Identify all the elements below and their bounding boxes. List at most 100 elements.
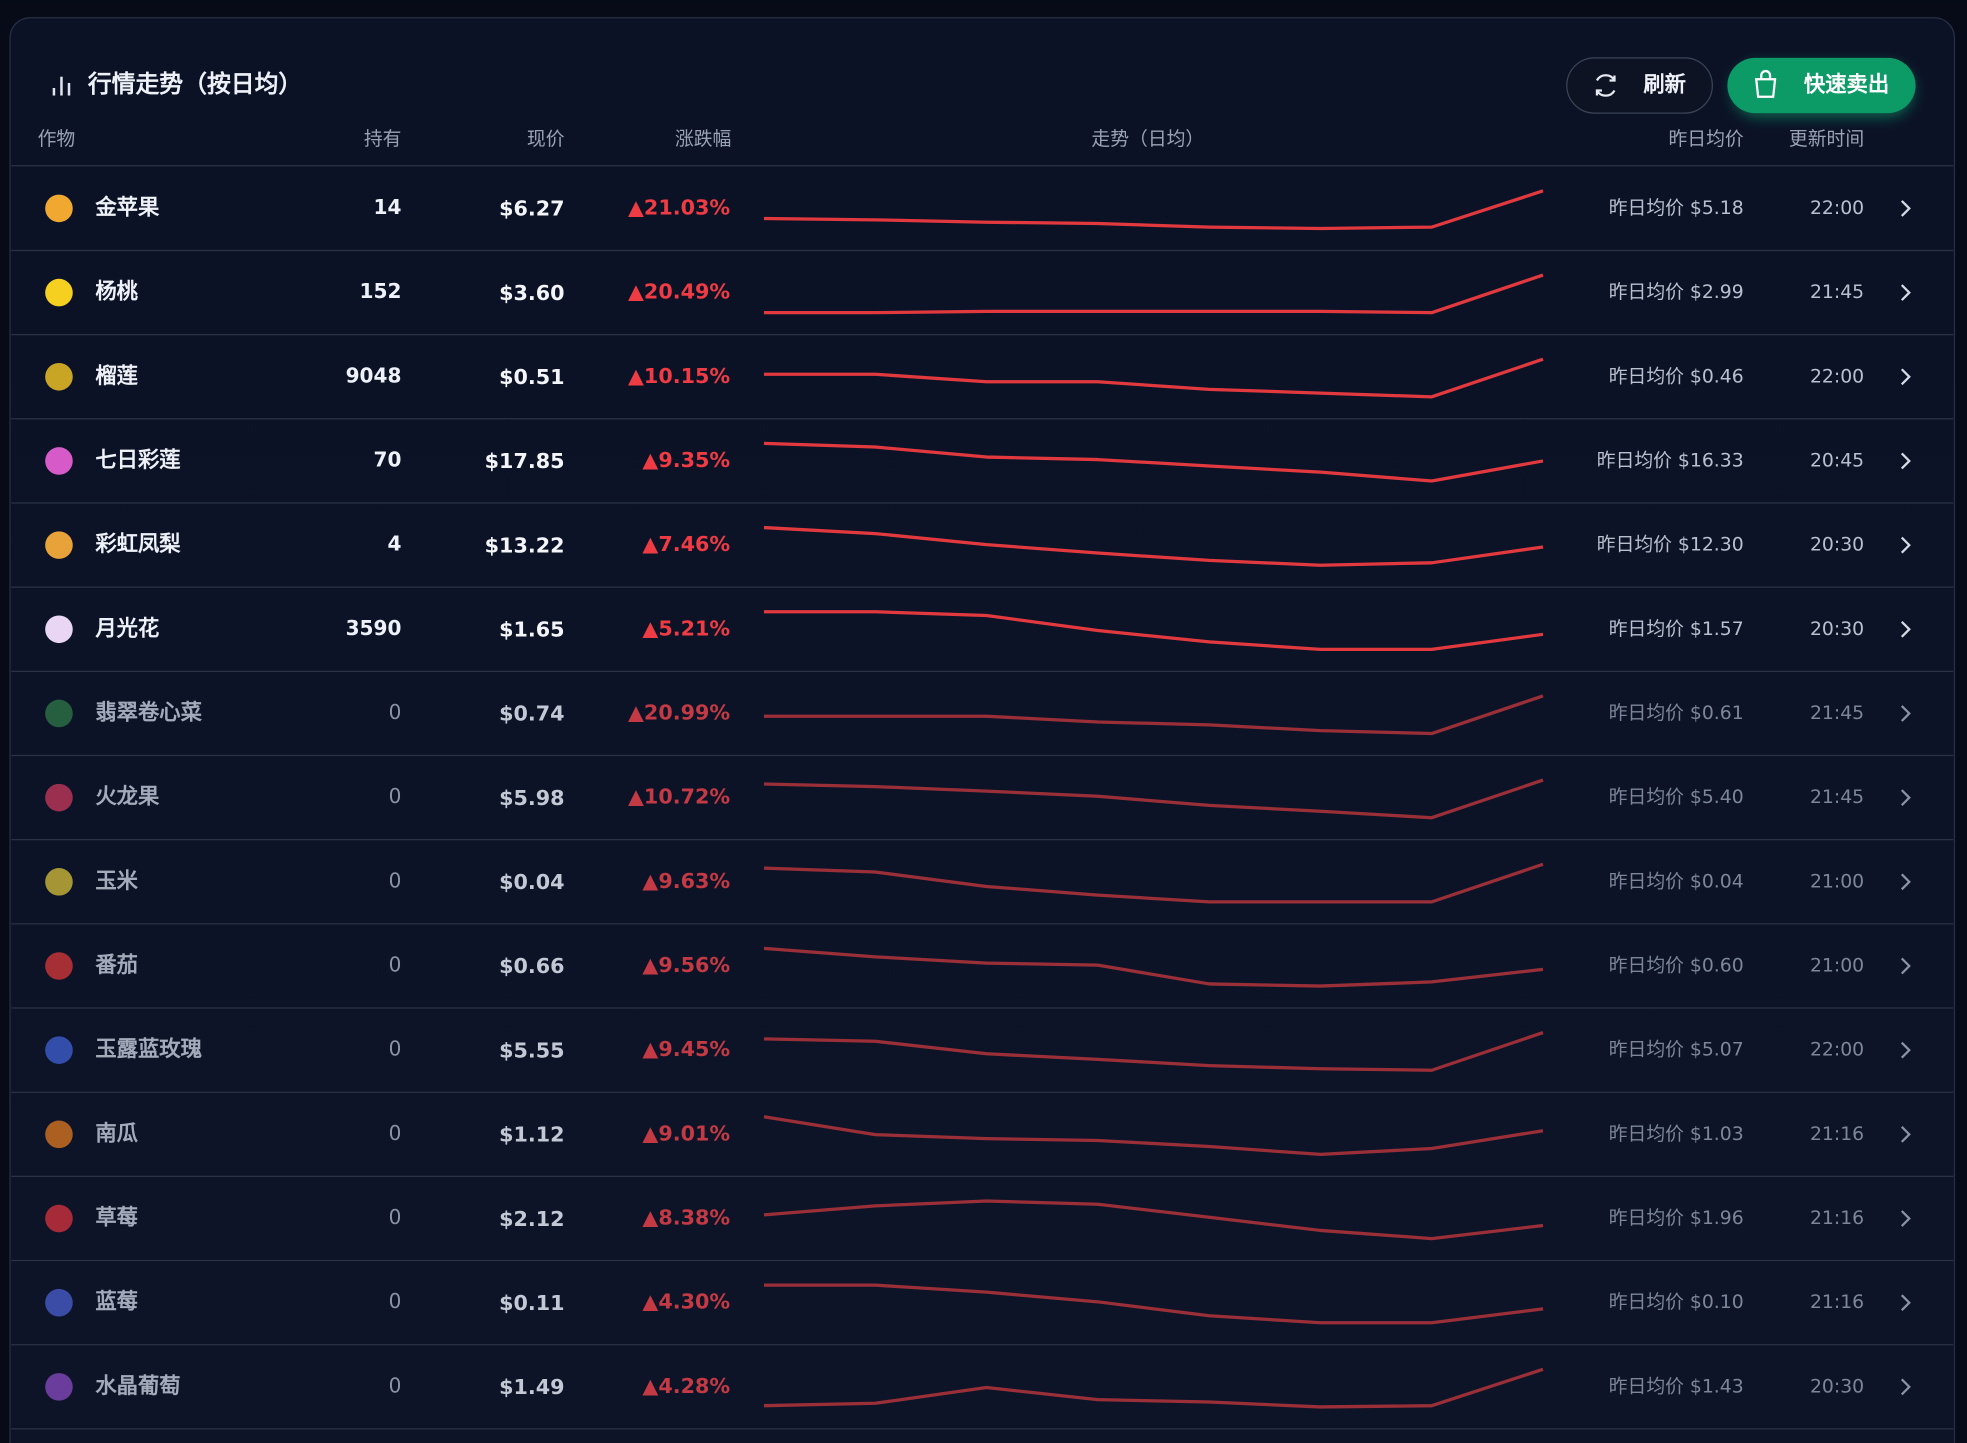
table-row[interactable]: 彩虹凤梨 4 $13.22 ▲7.46% 昨日均价 $12.30 20:30	[11, 504, 1954, 588]
holding: 152	[360, 279, 402, 303]
row-chevron[interactable]	[1900, 705, 1911, 722]
price: $3.60	[499, 281, 564, 305]
change: ▲21.03%	[628, 195, 730, 219]
trend-line	[763, 610, 1544, 651]
table-row[interactable]: 南瓜 0 $1.12 ▲9.01% 昨日均价 $1.03 21:16	[11, 1093, 1954, 1177]
trend-line	[763, 778, 1544, 820]
holding: 0	[389, 1205, 402, 1229]
table-row[interactable]: 番茄 0 $0.66 ▲9.56% 昨日均价 $0.60 21:00	[11, 925, 1954, 1009]
trend-line	[763, 862, 1544, 904]
trend-line	[763, 1031, 1544, 1072]
row-chevron[interactable]	[1900, 1378, 1911, 1396]
crop-name: 月光花	[94, 615, 159, 641]
table-row[interactable]: 玉米 0 $0.04 ▲9.63% 昨日均价 $0.04 21:00	[11, 840, 1954, 925]
crop-icon	[45, 1036, 73, 1064]
holding: 4	[387, 532, 401, 556]
change: ▲10.15%	[628, 364, 730, 388]
holding: 0	[389, 952, 402, 976]
row-chevron[interactable]	[1900, 1294, 1911, 1312]
holding: 0	[389, 1289, 402, 1313]
change: ▲4.30%	[642, 1290, 730, 1314]
update-time: 21:45	[1810, 282, 1864, 303]
table-row[interactable]: 玉露蓝玫瑰 0 $5.55 ▲9.45% 昨日均价 $5.07 22:00	[11, 1009, 1954, 1093]
update-time: 21:16	[1810, 1124, 1864, 1145]
crop-name: 玉露蓝玫瑰	[95, 1036, 202, 1062]
price: $5.55	[499, 1038, 564, 1062]
row-chevron[interactable]	[1900, 620, 1911, 638]
price: $0.11	[499, 1291, 564, 1315]
row-chevron[interactable]	[1900, 1126, 1911, 1143]
row-chevron[interactable]	[1900, 1210, 1911, 1227]
change: ▲20.99%	[628, 700, 730, 724]
sell-label[interactable]: 快速卖出	[1804, 72, 1889, 97]
yesterday-avg: 昨日均价 $0.61	[1609, 702, 1744, 724]
refresh-label[interactable]: 刷新	[1643, 71, 1686, 97]
crop-name: 南瓜	[95, 1121, 138, 1146]
update-time: 22:00	[1810, 1040, 1864, 1061]
yesterday-avg: 昨日均价 $5.40	[1609, 786, 1744, 808]
crop-name: 玉米	[95, 869, 138, 894]
price: $17.85	[485, 449, 565, 473]
table-row[interactable]: 榴莲 9048 $0.51 ▲10.15% 昨日均价 $0.46 22:00	[11, 335, 1954, 420]
row-chevron[interactable]	[1900, 536, 1911, 554]
row-chevron[interactable]	[1900, 284, 1911, 301]
row-chevron[interactable]	[1900, 1041, 1911, 1059]
row-chevron[interactable]	[1900, 873, 1911, 891]
trend-line	[763, 189, 1544, 231]
trend-line	[763, 694, 1544, 736]
table-row[interactable]: 杨桃 152 $3.60 ▲20.49% 昨日均价 $2.99 21:45	[11, 251, 1954, 336]
update-time: 20:30	[1810, 1376, 1864, 1397]
row-chevron[interactable]	[1900, 957, 1911, 975]
crop-icon	[45, 952, 73, 980]
change: ▲9.01%	[642, 1121, 730, 1145]
crop-name: 榴莲	[95, 364, 138, 389]
change: ▲9.35%	[642, 448, 730, 472]
crop-name: 水晶葡萄	[95, 1374, 180, 1399]
yesterday-avg: 昨日均价 $0.04	[1609, 870, 1744, 892]
crop-icon	[45, 615, 73, 644]
column-header: 涨跌幅	[675, 128, 731, 150]
update-time: 22:00	[1810, 366, 1864, 387]
price: $1.49	[499, 1375, 564, 1399]
price: $0.66	[499, 954, 564, 978]
yesterday-avg: 昨日均价 $16.33	[1597, 449, 1744, 471]
row-chevron[interactable]	[1900, 789, 1911, 806]
crop-icon	[45, 278, 73, 307]
crop-name: 翡翠卷心菜	[95, 699, 202, 725]
crop-icon	[45, 362, 73, 391]
crop-icon	[45, 1120, 73, 1149]
trend-line	[763, 273, 1544, 315]
row-chevron[interactable]	[1900, 368, 1911, 386]
holding: 3590	[346, 616, 402, 640]
change: ▲5.21%	[642, 616, 730, 640]
table-row[interactable]: 草莓 0 $2.12 ▲8.38% 昨日均价 $1.96 21:16	[11, 1177, 1954, 1262]
table-row[interactable]: 翡翠卷心菜 0 $0.74 ▲20.99% 昨日均价 $0.61 21:45	[11, 672, 1954, 757]
change: ▲9.56%	[642, 953, 730, 977]
change: ▲4.28%	[642, 1374, 730, 1398]
table-row[interactable]: 水晶葡萄 0 $1.49 ▲4.28% 昨日均价 $1.43 20:30	[11, 1345, 1954, 1430]
table-row[interactable]: 火龙果 0 $5.98 ▲10.72% 昨日均价 $5.40 21:45	[11, 756, 1954, 841]
change: ▲9.63%	[642, 869, 730, 893]
row-chevron[interactable]	[1900, 200, 1911, 217]
refresh-button[interactable]: 刷新	[1566, 57, 1713, 114]
change: ▲7.46%	[642, 532, 730, 556]
table-row[interactable]: 蓝莓 0 $0.11 ▲4.30% 昨日均价 $0.10 21:16	[11, 1261, 1954, 1346]
change: ▲8.38%	[642, 1206, 730, 1230]
table-row[interactable]: 月光花 3590 $1.65 ▲5.21% 昨日均价 $1.57 20:30	[11, 588, 1954, 672]
crop-name: 金苹果	[94, 194, 160, 220]
change: ▲9.45%	[642, 1037, 730, 1061]
table-row[interactable]: 金苹果 14 $6.27 ▲21.03% 昨日均价 $5.18 22:00	[11, 167, 1954, 252]
crop-icon	[45, 531, 73, 559]
row-chevron[interactable]	[1900, 452, 1911, 470]
price: $6.27	[499, 197, 564, 221]
price: $1.65	[499, 618, 564, 642]
price: $13.22	[485, 533, 565, 557]
crop-icon	[45, 447, 73, 475]
column-header: 更新时间	[1789, 128, 1864, 150]
crop-name: 火龙果	[95, 785, 160, 810]
sell-button[interactable]: 快速卖出	[1727, 57, 1916, 119]
change: ▲10.72%	[628, 785, 730, 809]
table-row[interactable]: 七日彩莲 70 $17.85 ▲9.35% 昨日均价 $16.33 20:45	[11, 420, 1954, 504]
update-time: 21:45	[1810, 787, 1864, 808]
